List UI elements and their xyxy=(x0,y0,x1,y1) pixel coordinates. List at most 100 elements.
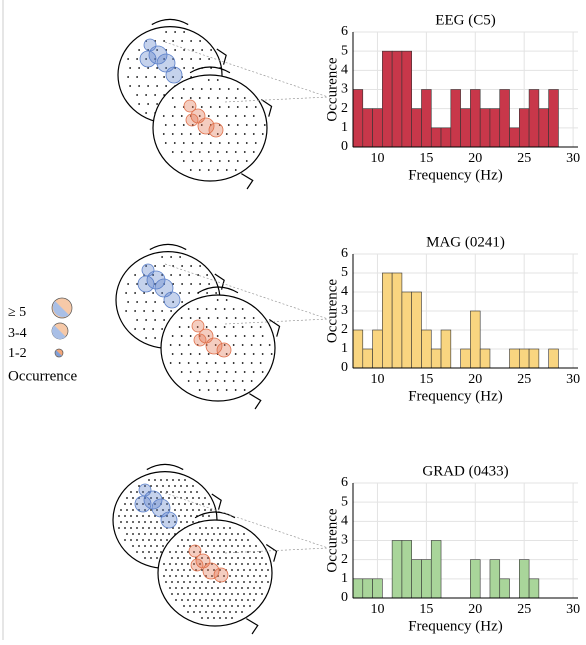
sensor xyxy=(183,593,185,595)
sensor xyxy=(163,58,166,60)
sensor xyxy=(127,301,130,303)
sensor xyxy=(156,49,159,51)
sensor xyxy=(124,515,126,517)
ear xyxy=(268,319,281,337)
sensor xyxy=(241,326,244,328)
sensor xyxy=(205,308,208,310)
chart-title: EEG (C5) xyxy=(435,12,495,28)
sensor xyxy=(179,292,182,294)
y-tick-label: 0 xyxy=(341,139,348,154)
sensor xyxy=(154,76,157,78)
sensor xyxy=(164,142,167,144)
sensor xyxy=(189,353,192,355)
sensor xyxy=(214,344,217,346)
sensor xyxy=(213,569,215,571)
sensor xyxy=(243,151,246,153)
sensor xyxy=(261,581,263,583)
sensor xyxy=(150,509,152,511)
sensor xyxy=(169,587,171,589)
sensor xyxy=(172,76,175,78)
sensor xyxy=(165,569,167,571)
sensor xyxy=(265,575,267,577)
sensor xyxy=(198,151,201,153)
sensor xyxy=(229,527,231,529)
sensor xyxy=(255,569,257,571)
sensor xyxy=(227,160,230,162)
sensor xyxy=(219,533,221,535)
sensor xyxy=(180,353,183,355)
source xyxy=(185,113,199,127)
y-tick-label: 4 xyxy=(341,63,348,78)
ear xyxy=(216,48,227,65)
sensor xyxy=(181,587,183,589)
sensor xyxy=(161,328,164,330)
bar xyxy=(430,127,442,148)
ear xyxy=(149,243,187,251)
x-tick-label: 20 xyxy=(468,151,482,166)
sensor xyxy=(183,581,185,583)
sensor xyxy=(232,308,235,310)
sensor xyxy=(182,160,185,162)
sensor xyxy=(241,575,243,577)
sensor xyxy=(247,575,249,577)
head xyxy=(160,286,281,410)
x-axis-label: Frequency (Hz) xyxy=(408,618,503,634)
sensor xyxy=(190,491,192,493)
bar xyxy=(460,108,471,148)
sensor xyxy=(234,115,237,117)
bar xyxy=(440,127,452,148)
bar xyxy=(470,559,481,599)
sensor xyxy=(142,503,144,505)
sensor xyxy=(156,85,159,87)
sensor xyxy=(154,479,156,481)
sensor xyxy=(186,485,188,487)
sensor xyxy=(192,67,195,69)
y-tick-label: 6 xyxy=(341,475,348,490)
histogram-chart: 0 1 2 3 4 5 6 10 15 20 25 30 GRAD (0433) Frequency (H… xyxy=(164,463,580,634)
sensor xyxy=(235,539,237,541)
sensor xyxy=(152,274,155,276)
sensor xyxy=(170,274,173,276)
sensor xyxy=(205,539,207,541)
sensor xyxy=(195,605,197,607)
sensor xyxy=(223,611,225,613)
sensor xyxy=(190,503,192,505)
sensor xyxy=(189,371,192,373)
sensor xyxy=(160,479,162,481)
sensor xyxy=(207,79,210,81)
sensor xyxy=(171,97,174,99)
sensor xyxy=(231,557,233,559)
sensor xyxy=(223,563,225,565)
sensor xyxy=(241,308,244,310)
sensor xyxy=(261,371,264,373)
sensor xyxy=(207,533,209,535)
sensor xyxy=(171,581,173,583)
x-axis-label: Frequency (Hz) xyxy=(408,167,503,183)
source xyxy=(148,45,168,65)
sensor xyxy=(259,575,261,577)
sensor xyxy=(237,545,239,547)
sensor xyxy=(243,317,246,319)
sensor xyxy=(259,362,262,364)
sensor xyxy=(142,527,144,529)
sensor xyxy=(161,310,164,312)
source xyxy=(143,490,163,510)
sensor xyxy=(144,485,146,487)
sensor xyxy=(236,160,239,162)
sensor xyxy=(136,301,139,303)
sensor xyxy=(136,58,139,60)
sensor xyxy=(225,533,227,535)
sensor xyxy=(148,479,150,481)
sensor xyxy=(189,557,191,559)
sensor xyxy=(245,124,248,126)
sensor xyxy=(180,371,183,373)
sensor xyxy=(163,575,165,577)
sensor xyxy=(199,527,201,529)
sensor xyxy=(130,539,132,541)
bar xyxy=(362,578,373,599)
source xyxy=(139,50,157,68)
source xyxy=(134,495,152,513)
y-tick-label: 1 xyxy=(341,341,348,356)
x-tick-label: 25 xyxy=(517,602,531,617)
sensor xyxy=(215,292,218,294)
